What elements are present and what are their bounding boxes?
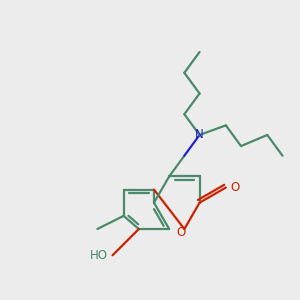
Text: N: N [195,128,204,142]
Text: O: O [176,226,185,239]
Text: O: O [231,181,240,194]
Text: HO: HO [90,249,108,262]
